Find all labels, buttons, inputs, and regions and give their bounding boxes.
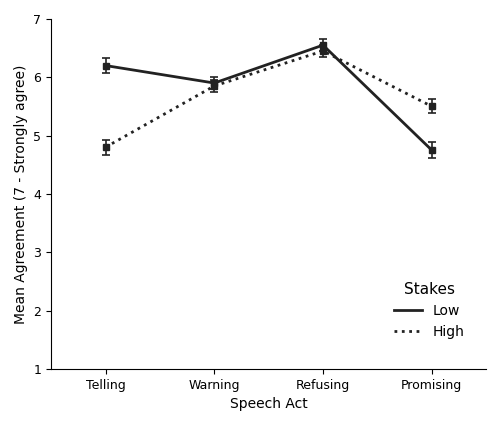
Y-axis label: Mean Agreement (7 - Strongly agree): Mean Agreement (7 - Strongly agree) (14, 64, 28, 323)
X-axis label: Speech Act: Speech Act (230, 397, 308, 411)
Legend: Low, High: Low, High (388, 276, 470, 344)
